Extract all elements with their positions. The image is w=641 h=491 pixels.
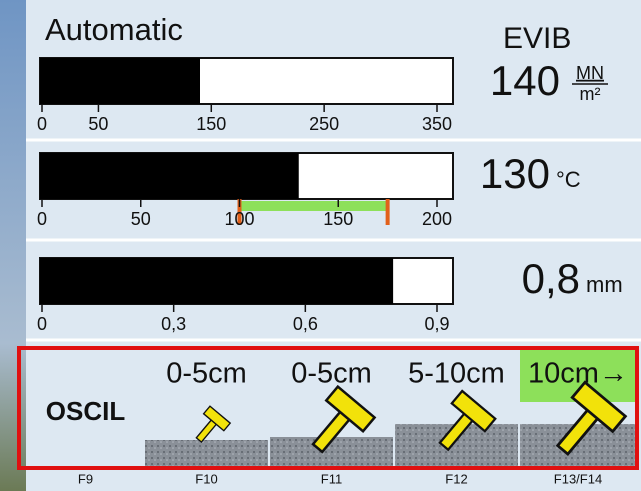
target-range xyxy=(240,201,388,211)
tick-label: 0 xyxy=(37,314,47,334)
function-button[interactable]: 5-10cm xyxy=(395,350,518,466)
tick-label: 200 xyxy=(422,209,452,229)
key-label: F13/F14 xyxy=(554,471,602,486)
button-label: OSCIL xyxy=(46,396,126,426)
function-button[interactable]: 10cm→ xyxy=(520,350,636,467)
key-label: F11 xyxy=(321,471,342,486)
tick-label: 350 xyxy=(422,114,452,134)
tick-label: 150 xyxy=(196,114,226,134)
key-label: F10 xyxy=(195,471,217,486)
key-label: F12 xyxy=(445,471,467,486)
button-label: 5-10cm xyxy=(408,358,505,390)
tick-label: 0,9 xyxy=(424,314,449,334)
tick-label: 150 xyxy=(323,209,353,229)
tick-label: 0 xyxy=(37,114,47,134)
screen: Automatic 0 50 150 250 350 EVIB140 MNm² 0 50 100 1… xyxy=(0,0,641,491)
gauge-bar xyxy=(40,258,393,304)
key-label: F9 xyxy=(78,471,93,486)
title: Automatic xyxy=(45,12,183,47)
tick-label: 0,3 xyxy=(161,314,186,334)
gravel xyxy=(145,440,268,466)
unit: m² xyxy=(580,84,601,104)
gauge-name: EVIB xyxy=(503,22,571,55)
value: 0,8 xyxy=(522,255,580,302)
unit: °C xyxy=(556,167,581,192)
tick-label: 0,6 xyxy=(293,314,318,334)
gauge-bar xyxy=(40,153,299,199)
gauge-bar xyxy=(40,58,200,104)
tick-label: 0 xyxy=(37,209,47,229)
tick-label: 50 xyxy=(88,114,108,134)
function-button[interactable]: OSCIL xyxy=(28,350,143,466)
tick-label: 250 xyxy=(309,114,339,134)
function-button[interactable]: 0-5cm xyxy=(270,350,393,466)
button-label: 10cm→ xyxy=(528,358,628,390)
value: 140 xyxy=(490,57,560,104)
tick-label: 50 xyxy=(131,209,151,229)
tick-label: 100 xyxy=(224,209,254,229)
button-label: 0-5cm xyxy=(166,358,247,390)
value: 130 xyxy=(480,150,550,197)
page: Automatic 0 50 150 250 350 EVIB140 MNm² 0 50 100 1… xyxy=(0,0,641,491)
function-button[interactable]: 0-5cm xyxy=(145,350,268,466)
unit: MN xyxy=(576,63,604,83)
unit: mm xyxy=(586,272,623,297)
target-marker xyxy=(386,199,390,225)
button-label: 0-5cm xyxy=(291,358,372,390)
